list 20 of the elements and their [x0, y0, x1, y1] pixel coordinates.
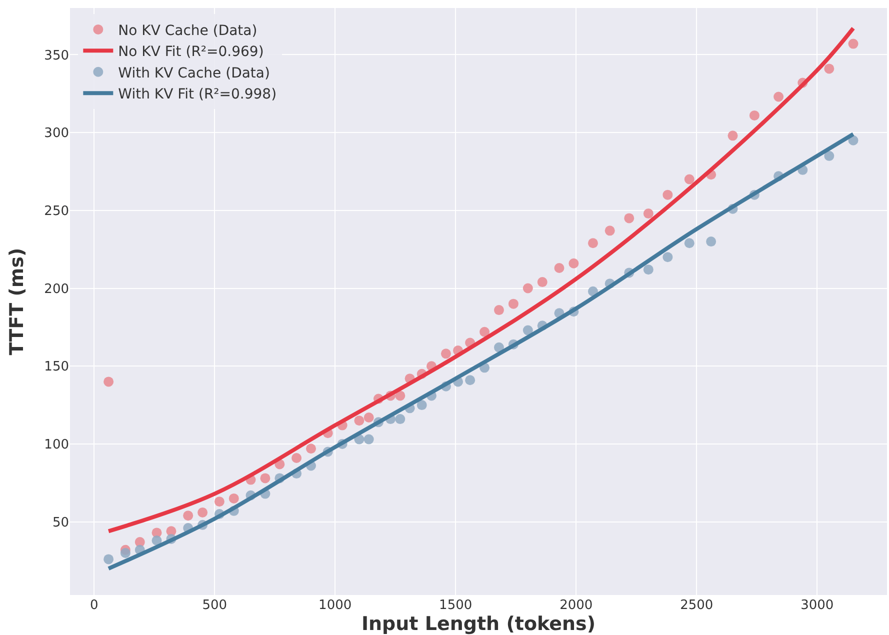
- legend-label: No KV Fit (R²=0.969): [118, 44, 264, 60]
- x-tick-label: 3000: [800, 598, 834, 613]
- x-tick-label: 2000: [560, 598, 593, 613]
- legend-label: No KV Cache (Data): [118, 22, 258, 39]
- x-axis-title: Input Length (tokens): [361, 613, 596, 635]
- x-tick-label: 0: [90, 598, 98, 613]
- legend-label: With KV Fit (R²=0.998): [118, 86, 277, 103]
- y-axis-title: TTFT (ms): [6, 248, 28, 356]
- y-tick-label: 200: [44, 282, 69, 297]
- y-tick-label: 300: [44, 126, 69, 142]
- y-tick-label: 50: [52, 515, 69, 530]
- y-tick-label: 250: [44, 204, 69, 219]
- x-tick-label: 1500: [439, 598, 472, 613]
- y-tick-label: 100: [44, 438, 69, 453]
- x-tick-label: 1000: [318, 598, 352, 613]
- legend-label: With KV Cache (Data): [118, 65, 270, 82]
- x-tick-label: 2500: [680, 598, 714, 613]
- y-tick-label: 350: [44, 48, 69, 64]
- y-tick-label: 150: [44, 360, 69, 375]
- x-tick-label: 500: [202, 598, 228, 613]
